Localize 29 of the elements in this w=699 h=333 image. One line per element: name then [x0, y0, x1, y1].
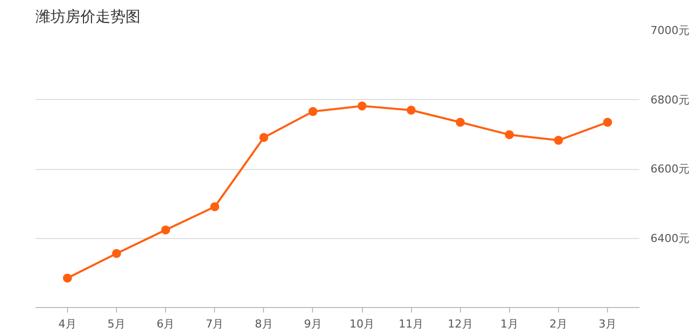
- x-tick-label: 11月: [398, 318, 424, 330]
- point: [210, 202, 220, 212]
- y-tick-label: 6400元: [650, 232, 690, 245]
- point: [112, 248, 122, 258]
- point: [308, 107, 318, 116]
- point: [406, 106, 416, 115]
- y-tick-label: 7000元: [650, 24, 690, 37]
- x-tick-label: 2月: [549, 318, 568, 330]
- x-tick-label: 12月: [448, 318, 473, 330]
- y-tick-label: 6800元: [650, 93, 690, 106]
- point: [603, 118, 612, 127]
- x-tick-label: 3月: [598, 318, 617, 330]
- point: [358, 101, 367, 110]
- point: [456, 118, 465, 127]
- point: [554, 136, 563, 145]
- y-tick-label: 6600元: [650, 162, 690, 176]
- x-tick-label: 9月: [304, 318, 322, 330]
- x-tick-label: 8月: [254, 318, 273, 330]
- x-tick-label: 5月: [108, 318, 126, 330]
- x-tick-label: 6月: [156, 318, 175, 330]
- x-tick-label: 4月: [58, 318, 76, 330]
- x-tick-label: 7月: [206, 318, 224, 330]
- chart-title: 潍坊房价走势图: [36, 8, 140, 26]
- point: [504, 130, 514, 140]
- point: [161, 225, 170, 234]
- point: [259, 133, 268, 142]
- x-tick-label: 10月: [350, 318, 375, 330]
- x-tick-label: 1月: [500, 318, 518, 330]
- point: [62, 274, 72, 283]
